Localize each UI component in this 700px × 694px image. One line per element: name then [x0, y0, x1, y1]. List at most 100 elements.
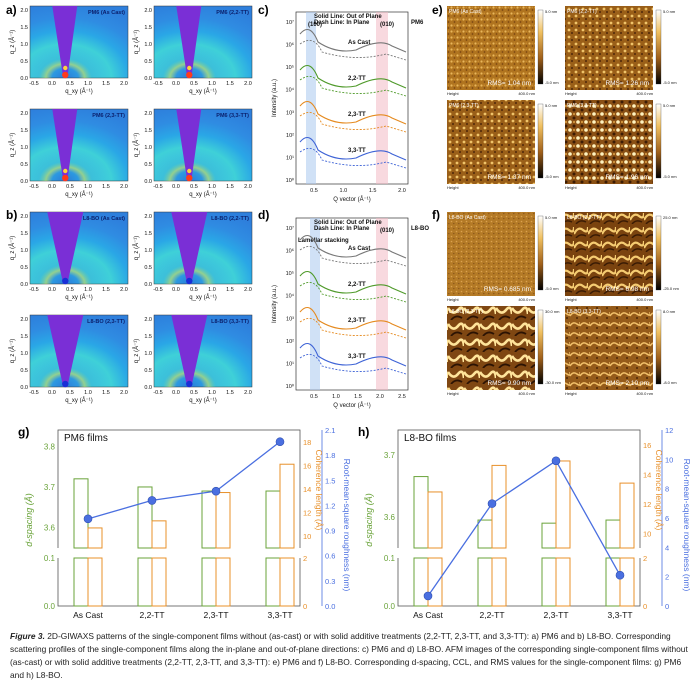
rms-point: [275, 437, 285, 447]
afm-footer-left: Height: [447, 91, 459, 96]
beam-spot: [62, 380, 69, 388]
figure-top: a) b) c) d) e) f) PM6 (As Cast)-0.5 0.0 0.…: [6, 3, 679, 409]
peak-band-low: [310, 218, 320, 390]
afm-image: L8-BO (2,2-TT) RMS= 6.98 nm 25.0 nm -25.0 n…: [565, 212, 679, 302]
y-tick-label: 1.0: [20, 145, 28, 151]
profile-in-plane: [299, 317, 407, 339]
legend-dash: Dash Line: In Plane: [314, 226, 370, 232]
afm-rms: RMS= 1.26 nm: [605, 80, 649, 87]
map-title: L8-BO (2,2-TT): [211, 216, 249, 222]
y-tick-label: 2.0: [144, 317, 152, 323]
x-axis-label: q_xy (Å⁻¹): [189, 397, 217, 404]
afm-title: PM6 (2,3-TT): [449, 103, 479, 109]
afm-topography: [447, 306, 535, 390]
right1-tick: 10: [303, 532, 311, 541]
x-tick-label: 2.0: [244, 390, 252, 396]
right1-tick-lower: 2: [643, 554, 647, 563]
y-tick-label: 2.0: [20, 214, 28, 220]
y-tick-label: 0.5: [144, 368, 152, 374]
afm-footer-left: Height: [565, 297, 577, 302]
category-label: 2,3-TT: [203, 610, 228, 620]
bar-coherence-length: [279, 463, 295, 549]
right1-tick-lower: 0: [643, 602, 647, 611]
y-tick-label: 10¹: [286, 155, 294, 161]
left-axis-label: d-spacing (Å): [24, 493, 34, 547]
x-axis-label: q_xy (Å⁻¹): [189, 88, 217, 95]
y-tick-label: 10¹: [286, 361, 294, 367]
x-tick-label: 0.0: [48, 81, 56, 87]
series-label: 2,3-TT: [348, 318, 366, 324]
peak-band-low: [306, 12, 316, 184]
bar-d-spacing: [137, 486, 153, 549]
panel-label-d: d): [258, 208, 269, 222]
y-tick-label: 10⁷: [286, 225, 294, 232]
rms-point: [487, 499, 497, 508]
afm-title: L8-BO (As Cast): [449, 215, 486, 221]
bar-coherence-length-lower: [555, 557, 571, 607]
scale-top: 25.0 nm: [663, 215, 678, 220]
series-label: As Cast: [348, 40, 370, 46]
y-axis-label: q_z (Å⁻¹): [9, 133, 16, 158]
afm-image: L8-BO (2,3-TT) RMS= 9.90 nm 30.0 nm -30.0 n…: [447, 306, 561, 396]
afm-image: L8-BO (3,3-TT) RMS= 2.10 nm 8.0 nm -8.0 nm H…: [565, 306, 677, 396]
y-tick-label: 2.0: [20, 317, 28, 323]
y-tick-label: 2.0: [20, 111, 28, 117]
afm-footer-left: Height: [447, 185, 459, 190]
bar-d-spacing-lower: [477, 557, 493, 607]
map-title: PM6 (2,2-TT): [216, 10, 249, 16]
chart-g-pm6: g) PM6 films As Cast 2,2-TT 2,3-TT 3,3-TT 3.6 3…: [18, 425, 352, 620]
right1-tick: 12: [643, 500, 651, 509]
left-tick: 3.6: [44, 524, 56, 533]
legend-dash: Dash Line: In Plane: [314, 20, 370, 26]
missing-wedge: [47, 212, 84, 284]
y-axis-label: q_z (Å⁻¹): [9, 339, 16, 364]
bar-coherence-length: [151, 520, 167, 549]
y-axis-label: Intensity (a.u.): [272, 285, 278, 323]
map-title: L8-BO (3,3-TT): [211, 319, 249, 325]
left-axis-label: d-spacing (Å): [364, 493, 374, 547]
chart-panel-label: g): [18, 425, 29, 439]
y-tick-label: 10³: [286, 110, 294, 116]
y-tick-label: 0.5: [144, 265, 152, 271]
scale-bottom: -5.0 nm: [545, 286, 559, 291]
peak-label-low: Lamellar stacking: [298, 238, 349, 244]
afm-topography: [565, 6, 653, 90]
y-axis-label: Intensity (a.u.): [272, 79, 278, 117]
right2-tick: 12: [665, 426, 673, 435]
panel-label-c: c): [258, 3, 269, 17]
afm-footer-right: 400.0 nm: [636, 391, 653, 396]
missing-wedge: [176, 109, 202, 181]
x-tick-label: 1.0: [340, 188, 348, 194]
color-scale-bar: [655, 103, 662, 179]
left-tick-lower: 0.0: [44, 602, 56, 611]
afm-topography: [565, 212, 653, 296]
y-axis-label: q_z (Å⁻¹): [133, 236, 140, 261]
giwaxs-map: L8-BO (3,3-TT)-0.5 0.0 0.5 1.0 1.5 2.00.00.51…: [133, 314, 253, 404]
right2-tick: 4: [665, 543, 669, 552]
series-label: As Cast: [348, 246, 370, 252]
x-axis-label: Q vector (Å⁻¹): [333, 196, 371, 203]
giwaxs-maps: PM6 (As Cast)-0.5 0.0 0.5 1.0 1.5 2.00.00.51.…: [9, 5, 253, 404]
right1-axis-label: Coherence length (Å): [654, 450, 664, 531]
x-tick-label: 1.0: [84, 287, 92, 293]
x-axis-label: q_xy (Å⁻¹): [189, 191, 217, 198]
y-tick-label: 0.0: [20, 385, 28, 391]
giwaxs-map: L8-BO (As Cast)-0.5 0.0 0.5 1.0 1.5 2.00.00.5…: [9, 211, 129, 301]
map-title: PM6 (As Cast): [88, 10, 125, 16]
profile-out-of-plane: [299, 64, 407, 89]
x-tick-label: 1.5: [369, 188, 377, 194]
x-tick-label: 1.0: [332, 394, 340, 400]
profile-in-plane: [299, 111, 407, 133]
y-tick-label: 10²: [286, 339, 294, 345]
bar-d-spacing: [73, 478, 89, 549]
y-tick-label: 0.0: [20, 179, 28, 185]
plot-frame: [295, 11, 409, 185]
y-tick-label: 0.0: [20, 282, 28, 288]
afm-footer-right: 400.0 nm: [518, 391, 535, 396]
color-scale-bar: [537, 9, 544, 85]
right2-tick: 1.5: [325, 476, 335, 485]
y-tick-label: 10⁷: [286, 19, 294, 26]
color-scale-bar: [655, 309, 662, 385]
afm-rms: RMS= 6.98 nm: [605, 286, 649, 293]
afm-topography: [565, 306, 653, 390]
